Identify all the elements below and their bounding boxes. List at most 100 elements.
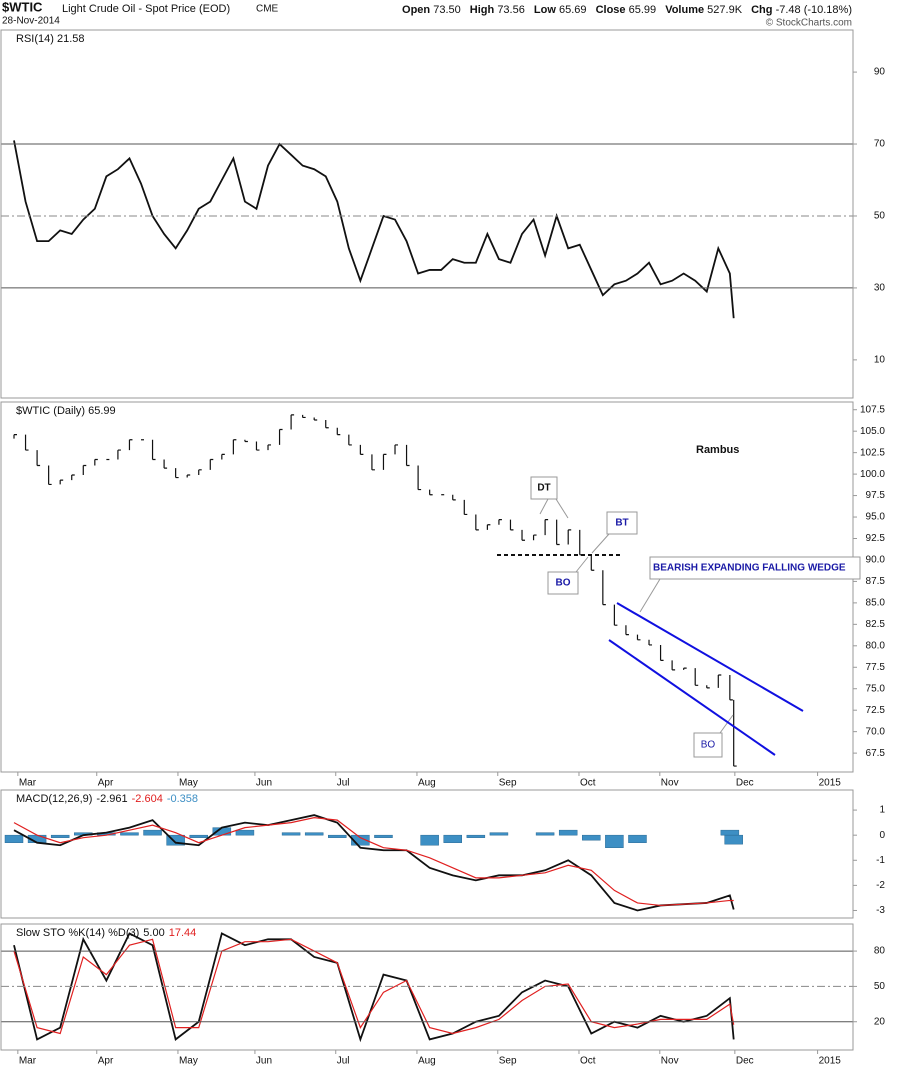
price-bar <box>429 489 433 496</box>
price-bar <box>405 444 410 467</box>
price-bar <box>267 444 272 451</box>
price-bar <box>313 417 318 421</box>
y-tick-label: 97.5 <box>866 490 886 501</box>
quote-label: Close <box>596 4 626 16</box>
panel-title: MACD(12,26,9) -2.961 -2.604 -0.358 <box>16 793 198 805</box>
plot <box>13 932 735 1043</box>
callout-pointer <box>639 578 661 613</box>
price-bar <box>498 519 502 525</box>
y-tick-label: 92.5 <box>866 533 886 544</box>
histogram-bar <box>582 834 601 841</box>
histogram-bar <box>120 832 139 836</box>
price-bar <box>417 465 422 491</box>
series-line <box>13 938 735 1035</box>
y-tick-label: 0 <box>879 830 885 841</box>
quote-value: 527.9K <box>707 4 743 16</box>
y-tick-label: 20 <box>874 1016 886 1027</box>
histogram-bar <box>328 834 347 838</box>
y-tick-label: -1 <box>876 855 885 866</box>
histogram-bar <box>466 834 486 838</box>
histogram-bar <box>281 832 301 836</box>
histogram-bar <box>143 829 162 836</box>
price-bar <box>579 529 583 556</box>
annotations: Rambus DT BT BO BEARISH EXPANDING FALLIN… <box>497 444 861 758</box>
date: 28-Nov-2014 <box>2 16 60 27</box>
price-bar <box>706 685 710 689</box>
x-tick-label: 2015 <box>819 1056 842 1067</box>
price-bar <box>567 529 572 545</box>
x-tick-label: Aug <box>418 778 436 789</box>
quote-label: Volume <box>665 4 704 16</box>
panel-frame <box>0 401 854 773</box>
price-bar <box>729 674 733 701</box>
wedge-line <box>608 639 776 756</box>
price-bar <box>59 479 64 485</box>
panel-title-text: MACD(12,26,9) <box>16 793 92 805</box>
y-tick-label: 1 <box>879 805 885 816</box>
y-tick-label: 70.0 <box>866 726 886 737</box>
price-bar <box>336 427 341 436</box>
price-bar <box>532 534 537 541</box>
quote-value: -7.48 (-10.18%) <box>776 4 852 16</box>
histogram-bar <box>235 829 255 836</box>
x-tick-label: Dec <box>736 778 754 789</box>
y-tick-label: 90.0 <box>866 555 886 566</box>
price-bar <box>13 434 17 439</box>
panel-frame <box>0 923 854 1051</box>
histogram-bar <box>605 834 624 848</box>
annotation: BEARISH EXPANDING FALLING WEDGE <box>653 563 846 574</box>
quote-label: Low <box>534 4 556 16</box>
legend-value: 17.44 <box>169 927 197 939</box>
quote-value: 73.50 <box>433 4 461 16</box>
price-bar <box>71 474 75 481</box>
price-bar <box>221 453 225 460</box>
callout-pointer <box>555 498 569 519</box>
y-tick-label: 102.5 <box>860 447 885 458</box>
x-tick-label: Dec <box>736 1056 754 1067</box>
x-tick-label: Jul <box>337 778 350 789</box>
price-bar <box>625 625 629 636</box>
price-bar <box>521 529 526 541</box>
histogram-bar <box>189 834 208 838</box>
y-tick-label: 77.5 <box>866 662 886 673</box>
price-bar <box>683 667 687 670</box>
panel-title-text: RSI(14) 21.58 <box>16 33 84 45</box>
x-tick-label: Sep <box>499 778 517 789</box>
price-bar <box>24 434 29 451</box>
price-bar <box>209 458 214 470</box>
panel-title: Slow STO %K(14) %D(3) 5.00 17.44 <box>16 927 196 939</box>
histogram-bar <box>489 832 509 836</box>
price-bar <box>475 514 479 531</box>
callout-box <box>693 732 723 758</box>
y-tick-label: 72.5 <box>866 705 886 716</box>
histogram-bar <box>628 834 647 843</box>
y-tick-label: 10 <box>874 355 886 366</box>
exchange: CME <box>256 4 279 15</box>
legend-value: 5.00 <box>143 927 164 939</box>
panel-frame <box>0 789 854 919</box>
histogram-bar <box>351 834 370 846</box>
callout-box <box>530 476 558 500</box>
y-tick-label: 100.0 <box>860 469 885 480</box>
price-bar <box>556 519 560 546</box>
price-bar <box>371 454 375 471</box>
y-tick-label: 90 <box>874 67 886 78</box>
callout-pointer <box>539 498 549 515</box>
plot <box>13 414 737 767</box>
x-tick-label: Mar <box>19 1056 37 1067</box>
x-tick-label: Apr <box>98 778 114 789</box>
y-tick-label: 30 <box>874 283 886 294</box>
y-tick-label: 95.0 <box>866 512 886 523</box>
price-bar <box>128 439 133 451</box>
x-tick-label: Oct <box>580 1056 596 1067</box>
price-bar <box>717 674 722 688</box>
quote: Open 73.50 High 73.56 Low 65.69 Close 65… <box>402 4 852 16</box>
y-tick-label: 107.5 <box>860 404 885 415</box>
y-tick-label: 50 <box>874 211 886 222</box>
price-bar <box>382 453 387 470</box>
price-bar <box>636 634 641 641</box>
y-tick-label: -3 <box>876 905 885 916</box>
annotation: BT <box>615 518 628 529</box>
callout-box <box>606 511 638 535</box>
price-bar <box>163 459 168 469</box>
